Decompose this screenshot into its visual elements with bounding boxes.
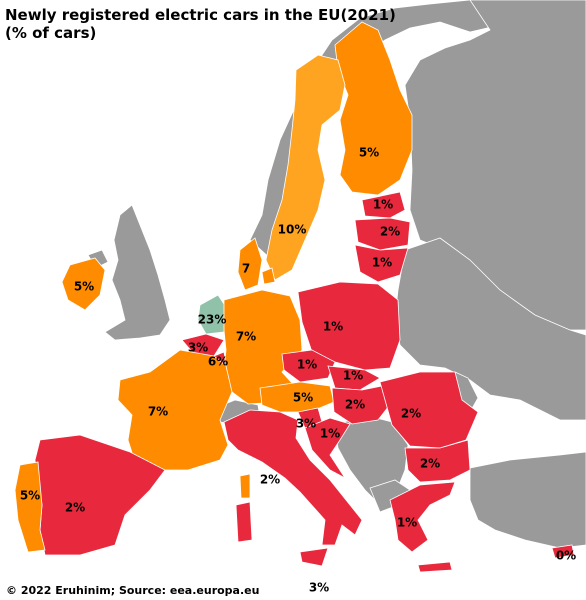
ireland — [61, 257, 106, 311]
sardinia — [235, 501, 253, 543]
lithuania — [354, 244, 409, 283]
france — [117, 349, 233, 471]
label-czechia: 1% — [297, 358, 317, 372]
denmark — [237, 237, 263, 291]
non-eu-land — [87, 0, 586, 549]
label-slovenia: 3% — [296, 417, 316, 431]
label-ireland: 5% — [74, 280, 94, 294]
label-finland: 5% — [359, 146, 379, 160]
bulgaria — [404, 439, 471, 483]
poland — [297, 281, 401, 371]
austria — [259, 381, 335, 413]
label-croatia: 1% — [320, 427, 340, 441]
label-italy: 2% — [260, 473, 280, 487]
label-spain: 2% — [65, 501, 85, 515]
label-romania: 2% — [401, 407, 421, 421]
label-germany: 7% — [236, 330, 256, 344]
eu-countries — [14, 21, 575, 573]
label-france: 7% — [148, 405, 168, 419]
label-cyprus: 0% — [556, 549, 576, 563]
hungary — [331, 385, 393, 425]
map-title-line-1: Newly registered electric cars in the EU… — [5, 6, 396, 24]
label-hungary: 2% — [345, 398, 365, 412]
label-latvia: 2% — [380, 225, 400, 239]
label-portugal: 5% — [20, 489, 40, 503]
latvia — [354, 217, 411, 251]
label-slovakia: 1% — [343, 369, 363, 383]
czechia — [281, 349, 336, 383]
map-title-line-2: (% of cars) — [5, 24, 96, 42]
credit-line: © 2022 Eruhinim; Source: eea.europa.eu — [6, 584, 259, 597]
sicily — [299, 547, 329, 567]
cyprus — [551, 544, 575, 559]
portugal — [14, 461, 46, 553]
estonia — [361, 191, 406, 219]
label-poland: 1% — [323, 320, 343, 334]
label-belgium: 3% — [188, 341, 208, 355]
great-britain — [104, 204, 171, 341]
belgium — [181, 333, 225, 357]
denmark-islands — [261, 267, 276, 285]
label-greece: 1% — [397, 516, 417, 530]
italy — [223, 409, 363, 546]
greece — [389, 481, 456, 553]
label-denmark: 7 — [242, 262, 250, 276]
label-austria: 5% — [293, 391, 313, 405]
slovakia — [327, 365, 381, 391]
label-malta: 3% — [309, 581, 329, 595]
romania — [379, 371, 479, 449]
label-bulgaria: 2% — [420, 457, 440, 471]
label-netherlands: 23% — [198, 313, 227, 327]
label-estonia: 1% — [373, 198, 393, 212]
label-luxembourg: 6% — [208, 355, 228, 369]
label-lithuania: 1% — [372, 256, 392, 270]
sweden — [265, 54, 346, 281]
crete — [417, 561, 453, 573]
value-labels: 5% 10% 7 1% 2% 1% 5% 23% 3% 6% 7% 1% 1% … — [20, 146, 576, 595]
label-sweden: 10% — [278, 223, 307, 237]
finland — [334, 21, 413, 196]
corsica — [239, 473, 251, 499]
croatia — [304, 417, 351, 479]
